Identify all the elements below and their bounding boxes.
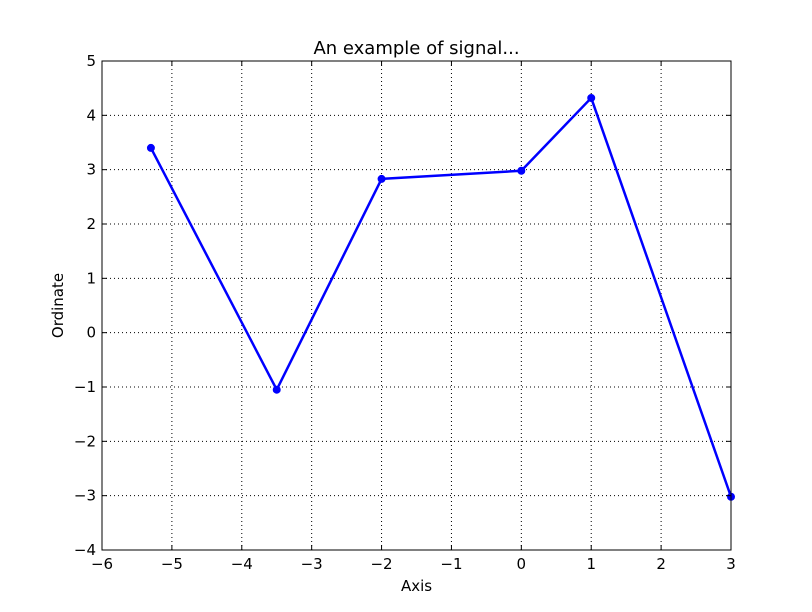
x-tick-label: 1 bbox=[586, 555, 596, 573]
x-tick-label: 2 bbox=[656, 555, 666, 573]
data-point-marker bbox=[517, 166, 526, 175]
y-tick-label: 0 bbox=[86, 324, 96, 342]
x-tick-label: −2 bbox=[370, 555, 392, 573]
plot-area-frame bbox=[101, 60, 732, 551]
y-tick-label: −4 bbox=[74, 541, 96, 559]
series-layer bbox=[146, 93, 735, 501]
x-tick-label: −1 bbox=[440, 555, 462, 573]
data-point-marker bbox=[587, 93, 596, 102]
y-tick-label: 5 bbox=[86, 52, 96, 70]
x-tick-label: −5 bbox=[161, 555, 183, 573]
data-point-marker bbox=[272, 385, 281, 394]
y-tick-label: 4 bbox=[86, 106, 96, 124]
y-tick-label: −3 bbox=[74, 487, 96, 505]
y-tick-label: −1 bbox=[74, 378, 96, 396]
y-tick-label: −2 bbox=[74, 432, 96, 450]
x-tick-label: −3 bbox=[301, 555, 323, 573]
axis-tick-labels: −6 −5 −4 −3 −2 −1 0 1 2 3 −4 −3 −2 −1 0 1 2 3 4 5 bbox=[74, 52, 736, 573]
axis-ticks bbox=[101, 60, 732, 551]
y-tick-label: 2 bbox=[86, 215, 96, 233]
data-point-marker bbox=[146, 143, 155, 152]
x-axis-label: Axis bbox=[401, 577, 432, 595]
y-tick-label: 3 bbox=[86, 161, 96, 179]
y-axis-label: Ordinate bbox=[49, 273, 67, 338]
series-line bbox=[149, 96, 733, 498]
grid-lines bbox=[102, 61, 731, 550]
x-tick-label: 3 bbox=[726, 555, 736, 573]
data-point-marker bbox=[377, 174, 386, 183]
x-tick-label: −6 bbox=[91, 555, 113, 573]
y-tick-label: 1 bbox=[86, 269, 96, 287]
chart-title: An example of signal... bbox=[313, 38, 519, 59]
x-tick-label: 0 bbox=[517, 555, 527, 573]
x-tick-label: −4 bbox=[231, 555, 253, 573]
